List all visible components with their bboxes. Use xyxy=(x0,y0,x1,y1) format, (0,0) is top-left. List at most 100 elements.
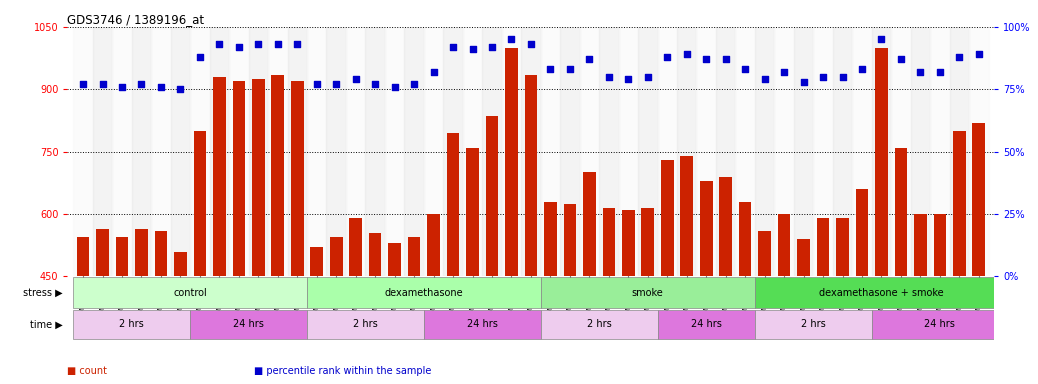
Bar xyxy=(755,277,1008,308)
Bar xyxy=(74,27,92,276)
Bar xyxy=(152,27,170,276)
Point xyxy=(971,51,987,57)
Bar xyxy=(696,27,716,276)
Bar xyxy=(210,27,229,276)
Point xyxy=(328,81,345,87)
Point xyxy=(348,76,364,82)
Text: 24 hrs: 24 hrs xyxy=(467,319,497,329)
Bar xyxy=(544,202,556,384)
Bar xyxy=(521,27,541,276)
Bar xyxy=(719,177,732,384)
Bar xyxy=(252,79,265,384)
Bar xyxy=(930,27,950,276)
Bar xyxy=(132,27,152,276)
Bar xyxy=(405,27,424,276)
Point xyxy=(679,51,695,57)
Bar xyxy=(914,214,927,384)
Bar xyxy=(272,75,284,384)
Bar xyxy=(307,310,424,339)
Bar xyxy=(74,310,190,339)
Bar xyxy=(486,116,498,384)
Bar xyxy=(777,214,790,384)
Bar xyxy=(155,231,167,384)
Bar xyxy=(385,27,405,276)
Bar xyxy=(327,27,346,276)
Point xyxy=(406,81,422,87)
Bar xyxy=(97,228,109,384)
Text: ■ percentile rank within the sample: ■ percentile rank within the sample xyxy=(254,366,432,376)
Point xyxy=(250,41,267,47)
Bar xyxy=(213,77,225,384)
Text: 2 hrs: 2 hrs xyxy=(586,319,611,329)
Bar xyxy=(424,27,443,276)
Bar xyxy=(463,27,483,276)
Bar xyxy=(112,27,132,276)
Bar xyxy=(680,156,693,384)
Bar xyxy=(541,277,755,308)
Bar xyxy=(716,27,735,276)
Text: GDS3746 / 1389196_at: GDS3746 / 1389196_at xyxy=(67,13,204,26)
Bar xyxy=(933,214,947,384)
Bar xyxy=(619,27,638,276)
Bar xyxy=(832,27,852,276)
Bar xyxy=(953,131,965,384)
Bar xyxy=(310,247,323,384)
Bar xyxy=(564,204,576,384)
Point xyxy=(386,84,403,90)
Bar xyxy=(307,277,541,308)
Point xyxy=(426,69,442,75)
Point xyxy=(484,44,500,50)
Point xyxy=(853,66,870,72)
Point xyxy=(114,84,131,90)
Bar xyxy=(193,131,207,384)
Point xyxy=(366,81,383,87)
Point xyxy=(659,54,676,60)
Point xyxy=(230,44,247,50)
Point xyxy=(522,41,540,47)
Bar xyxy=(466,147,479,384)
Text: smoke: smoke xyxy=(632,288,663,298)
Bar xyxy=(170,27,190,276)
Point xyxy=(94,81,111,87)
Bar xyxy=(368,233,382,384)
Point xyxy=(639,74,656,80)
Bar xyxy=(74,277,307,308)
Point xyxy=(172,86,189,92)
Point xyxy=(951,54,967,60)
Bar xyxy=(892,27,910,276)
Point xyxy=(464,46,481,52)
Point xyxy=(542,66,558,72)
Bar xyxy=(950,27,969,276)
Bar xyxy=(837,218,849,384)
Bar xyxy=(583,172,596,384)
Bar xyxy=(190,310,307,339)
Bar xyxy=(794,27,814,276)
Text: time ▶: time ▶ xyxy=(29,319,62,329)
Point xyxy=(698,56,714,62)
Point xyxy=(620,76,636,82)
Point xyxy=(270,41,286,47)
Bar xyxy=(483,27,501,276)
Bar xyxy=(268,27,288,276)
Bar xyxy=(599,27,619,276)
Bar xyxy=(524,75,538,384)
Bar xyxy=(408,237,420,384)
Bar xyxy=(875,48,887,384)
Point xyxy=(775,69,792,75)
Bar xyxy=(895,147,907,384)
Point xyxy=(192,54,209,60)
Bar xyxy=(506,48,518,384)
Bar xyxy=(657,27,677,276)
Bar xyxy=(77,237,89,384)
Point xyxy=(795,79,812,85)
Point xyxy=(931,69,948,75)
Point xyxy=(75,81,91,87)
Point xyxy=(562,66,578,72)
Point xyxy=(444,44,461,50)
Bar xyxy=(638,27,657,276)
Bar xyxy=(755,27,774,276)
Bar xyxy=(661,160,674,384)
Bar xyxy=(602,208,616,384)
Bar xyxy=(739,202,752,384)
Bar xyxy=(677,27,696,276)
